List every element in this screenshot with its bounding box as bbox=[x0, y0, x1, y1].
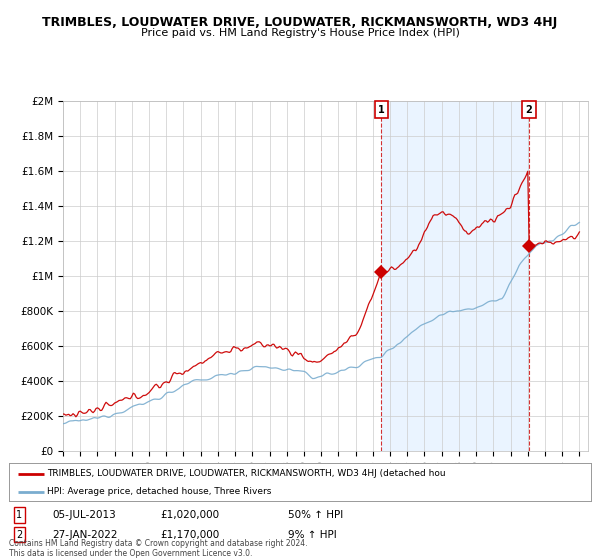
Text: 27-JAN-2022: 27-JAN-2022 bbox=[53, 530, 118, 540]
Text: £1,020,000: £1,020,000 bbox=[160, 510, 220, 520]
Text: 05-JUL-2013: 05-JUL-2013 bbox=[53, 510, 116, 520]
Text: £1,170,000: £1,170,000 bbox=[160, 530, 220, 540]
Text: 2: 2 bbox=[16, 530, 23, 540]
Text: TRIMBLES, LOUDWATER DRIVE, LOUDWATER, RICKMANSWORTH, WD3 4HJ: TRIMBLES, LOUDWATER DRIVE, LOUDWATER, RI… bbox=[43, 16, 557, 29]
Text: Contains HM Land Registry data © Crown copyright and database right 2024.
This d: Contains HM Land Registry data © Crown c… bbox=[9, 539, 308, 558]
Text: 50% ↑ HPI: 50% ↑ HPI bbox=[289, 510, 344, 520]
Text: 1: 1 bbox=[16, 510, 23, 520]
Text: Price paid vs. HM Land Registry's House Price Index (HPI): Price paid vs. HM Land Registry's House … bbox=[140, 28, 460, 38]
Text: 1: 1 bbox=[378, 105, 385, 115]
Text: 9% ↑ HPI: 9% ↑ HPI bbox=[289, 530, 337, 540]
Text: TRIMBLES, LOUDWATER DRIVE, LOUDWATER, RICKMANSWORTH, WD3 4HJ (detached hou: TRIMBLES, LOUDWATER DRIVE, LOUDWATER, RI… bbox=[47, 469, 445, 478]
Text: HPI: Average price, detached house, Three Rivers: HPI: Average price, detached house, Thre… bbox=[47, 487, 271, 496]
Bar bbox=[382, 101, 529, 451]
Text: 2: 2 bbox=[526, 105, 532, 115]
